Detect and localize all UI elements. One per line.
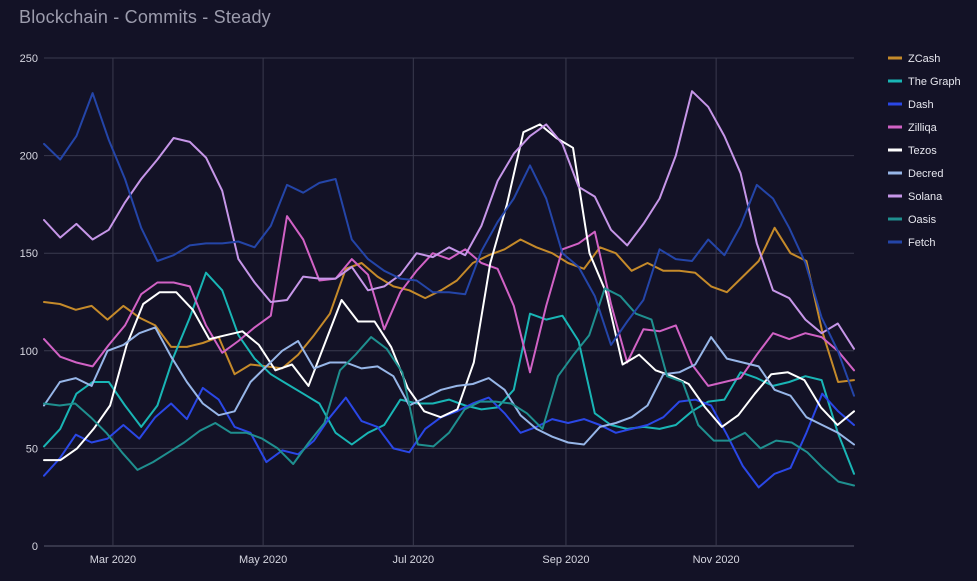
legend-item-tezos[interactable]: Tezos [888, 145, 937, 157]
series-line-decred [43, 326, 855, 446]
y-tick-label: 250 [20, 53, 38, 65]
legend[interactable]: ZCash The Graph Dash Zilliqa Tezos Decred Sola… [888, 53, 961, 249]
legend-label: The Graph [908, 76, 961, 88]
legend-label: Oasis [908, 214, 937, 226]
x-tick-label: Nov 2020 [693, 554, 740, 566]
series-line-zcash [43, 226, 855, 383]
x-tick-label: Jul 2020 [393, 554, 435, 566]
legend-label: Fetch [908, 237, 936, 249]
legend-item-oasis[interactable]: Oasis [888, 214, 937, 226]
x-tick-label: May 2020 [239, 554, 287, 566]
legend-label: Solana [908, 191, 943, 203]
series-line-solana [43, 90, 855, 350]
series-line-zilliqa [43, 215, 855, 387]
axis-layer: 0 50 100 150 200 250 Mar 2020 May 2020 Jul 2020 S… [20, 53, 740, 566]
y-tick-label: 200 [20, 151, 38, 163]
series-line-dash [43, 386, 855, 489]
legend-label: ZCash [908, 53, 940, 65]
series-layer [43, 90, 855, 489]
legend-item-solana[interactable]: Solana [888, 191, 943, 203]
x-tick-label: Mar 2020 [90, 554, 136, 566]
legend-item-the-graph[interactable]: The Graph [888, 76, 961, 88]
legend-item-zcash[interactable]: ZCash [888, 53, 940, 65]
legend-label: Tezos [908, 145, 937, 157]
series-line-tezos [43, 123, 855, 462]
series-line-fetch [43, 92, 855, 397]
legend-item-zilliqa[interactable]: Zilliqa [888, 122, 938, 134]
legend-label: Zilliqa [908, 122, 938, 134]
legend-label: Decred [908, 168, 943, 180]
legend-item-dash[interactable]: Dash [888, 99, 934, 111]
grid-layer [44, 57, 854, 547]
y-tick-label: 100 [20, 346, 38, 358]
legend-item-fetch[interactable]: Fetch [888, 237, 936, 249]
series-line-the-graph [43, 271, 855, 475]
y-tick-label: 50 [26, 443, 38, 455]
y-tick-label: 0 [32, 541, 38, 553]
chart-title: Blockchain - Commits - Steady [19, 7, 271, 27]
y-tick-label: 150 [20, 248, 38, 260]
legend-item-decred[interactable]: Decred [888, 168, 943, 180]
x-tick-label: Sep 2020 [542, 554, 589, 566]
legend-label: Dash [908, 99, 934, 111]
series-line-oasis [43, 287, 855, 487]
